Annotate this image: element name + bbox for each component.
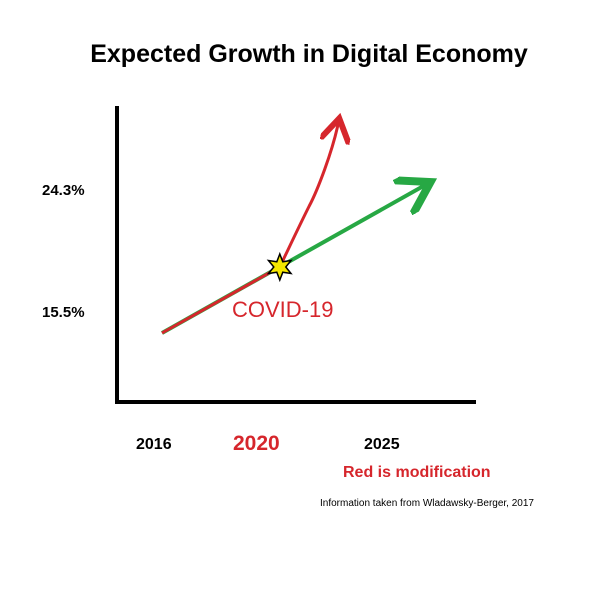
modification-note: Red is modification <box>343 464 491 481</box>
x-tick-label-2020: 2020 <box>233 432 280 455</box>
x-tick-label-2016: 2016 <box>136 436 172 453</box>
chart-title: Expected Growth in Digital Economy <box>90 40 528 68</box>
covid-star-marker <box>266 251 293 283</box>
covid-annotation: COVID-19 <box>232 297 334 322</box>
x-tick-label-2025: 2025 <box>364 436 400 453</box>
y-tick-label-bottom: 15.5% <box>42 304 85 321</box>
y-tick-label-top: 24.3% <box>42 182 85 199</box>
series-red-line <box>161 121 339 335</box>
source-credit: Information taken from Wladawsky-Berger,… <box>320 498 534 509</box>
